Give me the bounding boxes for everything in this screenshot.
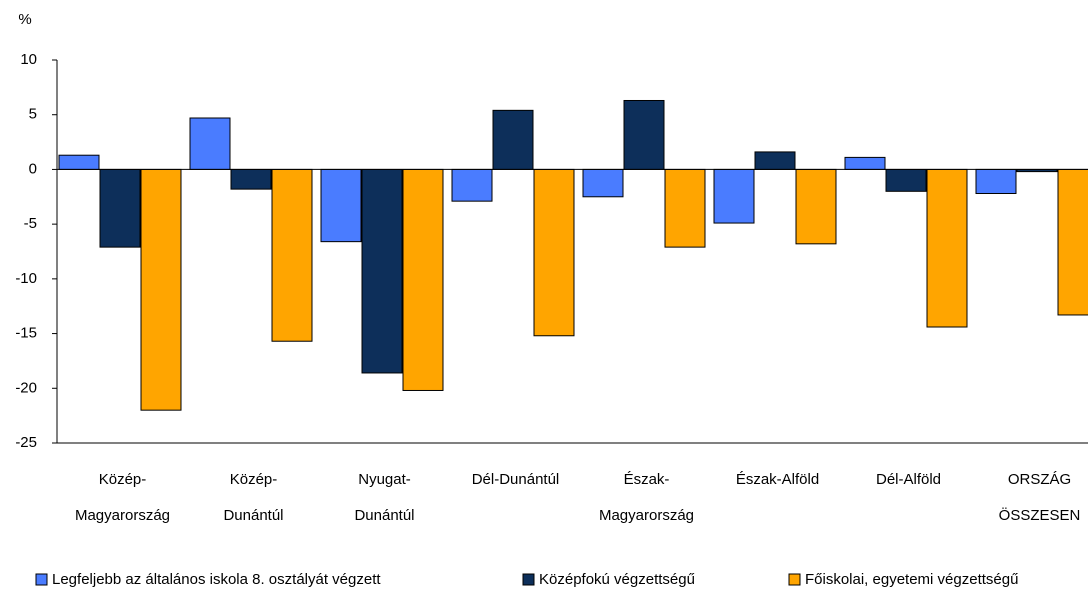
y-tick-label: -15 [15,325,37,342]
y-axis-label: % [18,11,31,28]
bar [492,109,534,170]
legend-label: Legfeljebb az általános iskola 8. osztál… [52,571,381,588]
bar [582,168,624,198]
y-tick-label: -25 [15,434,37,451]
bar [975,168,1017,195]
bar [402,168,444,391]
x-tick-label: ORSZÁG [1008,471,1071,488]
legend-swatch [35,573,48,586]
bar [1057,168,1088,316]
x-tick-label: Nyugat- [358,471,411,488]
x-tick-label: Dunántúl [354,507,414,524]
x-tick-label: Dél-Dunántúl [472,471,560,488]
bar [795,168,837,245]
x-tick-label: Dunántúl [223,507,283,524]
y-tick-label: -10 [15,270,37,287]
x-tick-label: Észak- [624,471,670,488]
bar [754,151,796,170]
x-tick-label: Közép- [99,471,147,488]
x-tick-label: Dél-Alföld [876,471,941,488]
bar [926,168,968,328]
x-tick-label: Közép- [230,471,278,488]
legend-swatch [788,573,801,586]
bar [844,156,886,170]
bar [664,168,706,248]
x-tick-label: Magyarország [75,507,170,524]
legend-label: Főiskolai, egyetemi végzettségű [805,571,1018,588]
bar [713,168,755,224]
x-tick-label: ÖSSZESEN [999,506,1081,524]
bar [361,168,403,374]
legend-label: Középfokú végzettségű [539,571,695,588]
y-tick-label: 0 [29,160,37,177]
bar [140,168,182,411]
bar [99,168,141,248]
bar [533,168,575,337]
bar [230,168,272,190]
x-tick-label: Észak-Alföld [736,471,819,488]
bar [623,99,665,170]
y-tick-label: 5 [29,106,37,123]
y-tick-label: 10 [20,51,37,68]
y-tick-label: -20 [15,379,37,396]
bar [885,168,927,192]
x-tick-label: Magyarország [599,507,694,524]
bar [189,117,231,170]
bar [451,168,493,202]
bar [271,168,313,342]
legend-swatch [522,573,535,586]
bar [320,168,362,243]
bar [58,154,100,170]
y-tick-label: -5 [24,215,37,232]
